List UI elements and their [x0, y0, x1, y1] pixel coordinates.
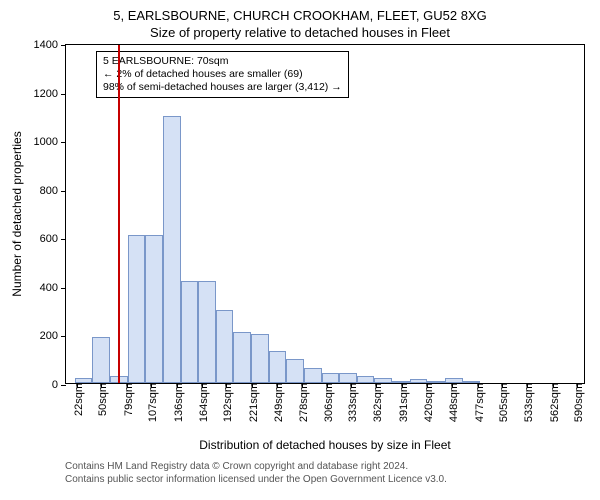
- xtick-label: 278sqm: [294, 383, 310, 422]
- annotation-box: 5 EARLSBOURNE: 70sqm ← 2% of detached ho…: [96, 51, 349, 98]
- y-axis-label: Number of detached properties: [10, 131, 24, 296]
- xtick-label: 362sqm: [368, 383, 384, 422]
- xtick-label: 164sqm: [194, 383, 210, 422]
- xtick-label: 22sqm: [69, 383, 85, 416]
- annotation-line2: ← 2% of detached houses are smaller (69): [103, 68, 342, 81]
- xtick-label: 249sqm: [269, 383, 285, 422]
- histogram-bar: [198, 281, 216, 383]
- xtick-label: 333sqm: [343, 383, 359, 422]
- xtick-label: 477sqm: [470, 383, 486, 422]
- xtick-label: 79sqm: [119, 383, 135, 416]
- ytick-label: 1000: [34, 136, 66, 148]
- xtick-label: 192sqm: [218, 383, 234, 422]
- ytick-label: 800: [40, 185, 66, 197]
- histogram-bar: [374, 378, 392, 383]
- ytick-label: 1400: [34, 39, 66, 51]
- annotation-line3: 98% of semi-detached houses are larger (…: [103, 81, 342, 94]
- xtick-label: 306sqm: [319, 383, 335, 422]
- histogram-bar: [286, 359, 304, 383]
- footer-line1: Contains HM Land Registry data © Crown c…: [65, 460, 447, 473]
- histogram-bar: [163, 116, 181, 383]
- histogram-bar: [251, 334, 269, 383]
- histogram-bar: [463, 381, 481, 383]
- ytick-label: 600: [40, 233, 66, 245]
- xtick-label: 562sqm: [545, 383, 561, 422]
- ytick-label: 200: [40, 330, 66, 342]
- annotation-line1: 5 EARLSBOURNE: 70sqm: [103, 55, 342, 68]
- histogram-bar: [216, 310, 234, 383]
- title-subtitle: Size of property relative to detached ho…: [0, 23, 600, 44]
- footer-line2: Contains public sector information licen…: [65, 473, 447, 486]
- ytick-label: 1200: [34, 88, 66, 100]
- histogram-bar: [304, 368, 322, 383]
- xtick-label: 50sqm: [93, 383, 109, 416]
- footer-attribution: Contains HM Land Registry data © Crown c…: [65, 460, 447, 486]
- histogram-bar: [339, 373, 357, 383]
- histogram-bar: [75, 378, 93, 383]
- xtick-label: 448sqm: [444, 383, 460, 422]
- histogram-bar: [427, 381, 445, 383]
- histogram-bar: [322, 373, 340, 383]
- histogram-bar: [92, 337, 110, 383]
- reference-line: [118, 45, 120, 383]
- xtick-label: 420sqm: [419, 383, 435, 422]
- histogram-bar: [357, 376, 375, 383]
- x-axis-label: Distribution of detached houses by size …: [65, 438, 585, 452]
- histogram-bar: [445, 378, 463, 383]
- ytick-label: 0: [52, 379, 66, 391]
- histogram-bar: [392, 381, 410, 383]
- histogram-bar: [269, 351, 287, 383]
- xtick-label: 505sqm: [494, 383, 510, 422]
- ytick-label: 400: [40, 282, 66, 294]
- plot-area: 5 EARLSBOURNE: 70sqm ← 2% of detached ho…: [65, 44, 585, 384]
- histogram-bar: [410, 379, 428, 383]
- xtick-label: 590sqm: [569, 383, 585, 422]
- histogram-bar: [181, 281, 199, 383]
- xtick-label: 107sqm: [143, 383, 159, 422]
- histogram-bar: [145, 235, 163, 383]
- xtick-label: 391sqm: [394, 383, 410, 422]
- chart-container: 5, EARLSBOURNE, CHURCH CROOKHAM, FLEET, …: [0, 0, 600, 500]
- histogram-bar: [128, 235, 146, 383]
- xtick-label: 221sqm: [244, 383, 260, 422]
- title-address: 5, EARLSBOURNE, CHURCH CROOKHAM, FLEET, …: [0, 0, 600, 23]
- xtick-label: 533sqm: [519, 383, 535, 422]
- xtick-label: 136sqm: [169, 383, 185, 422]
- histogram-bar: [233, 332, 251, 383]
